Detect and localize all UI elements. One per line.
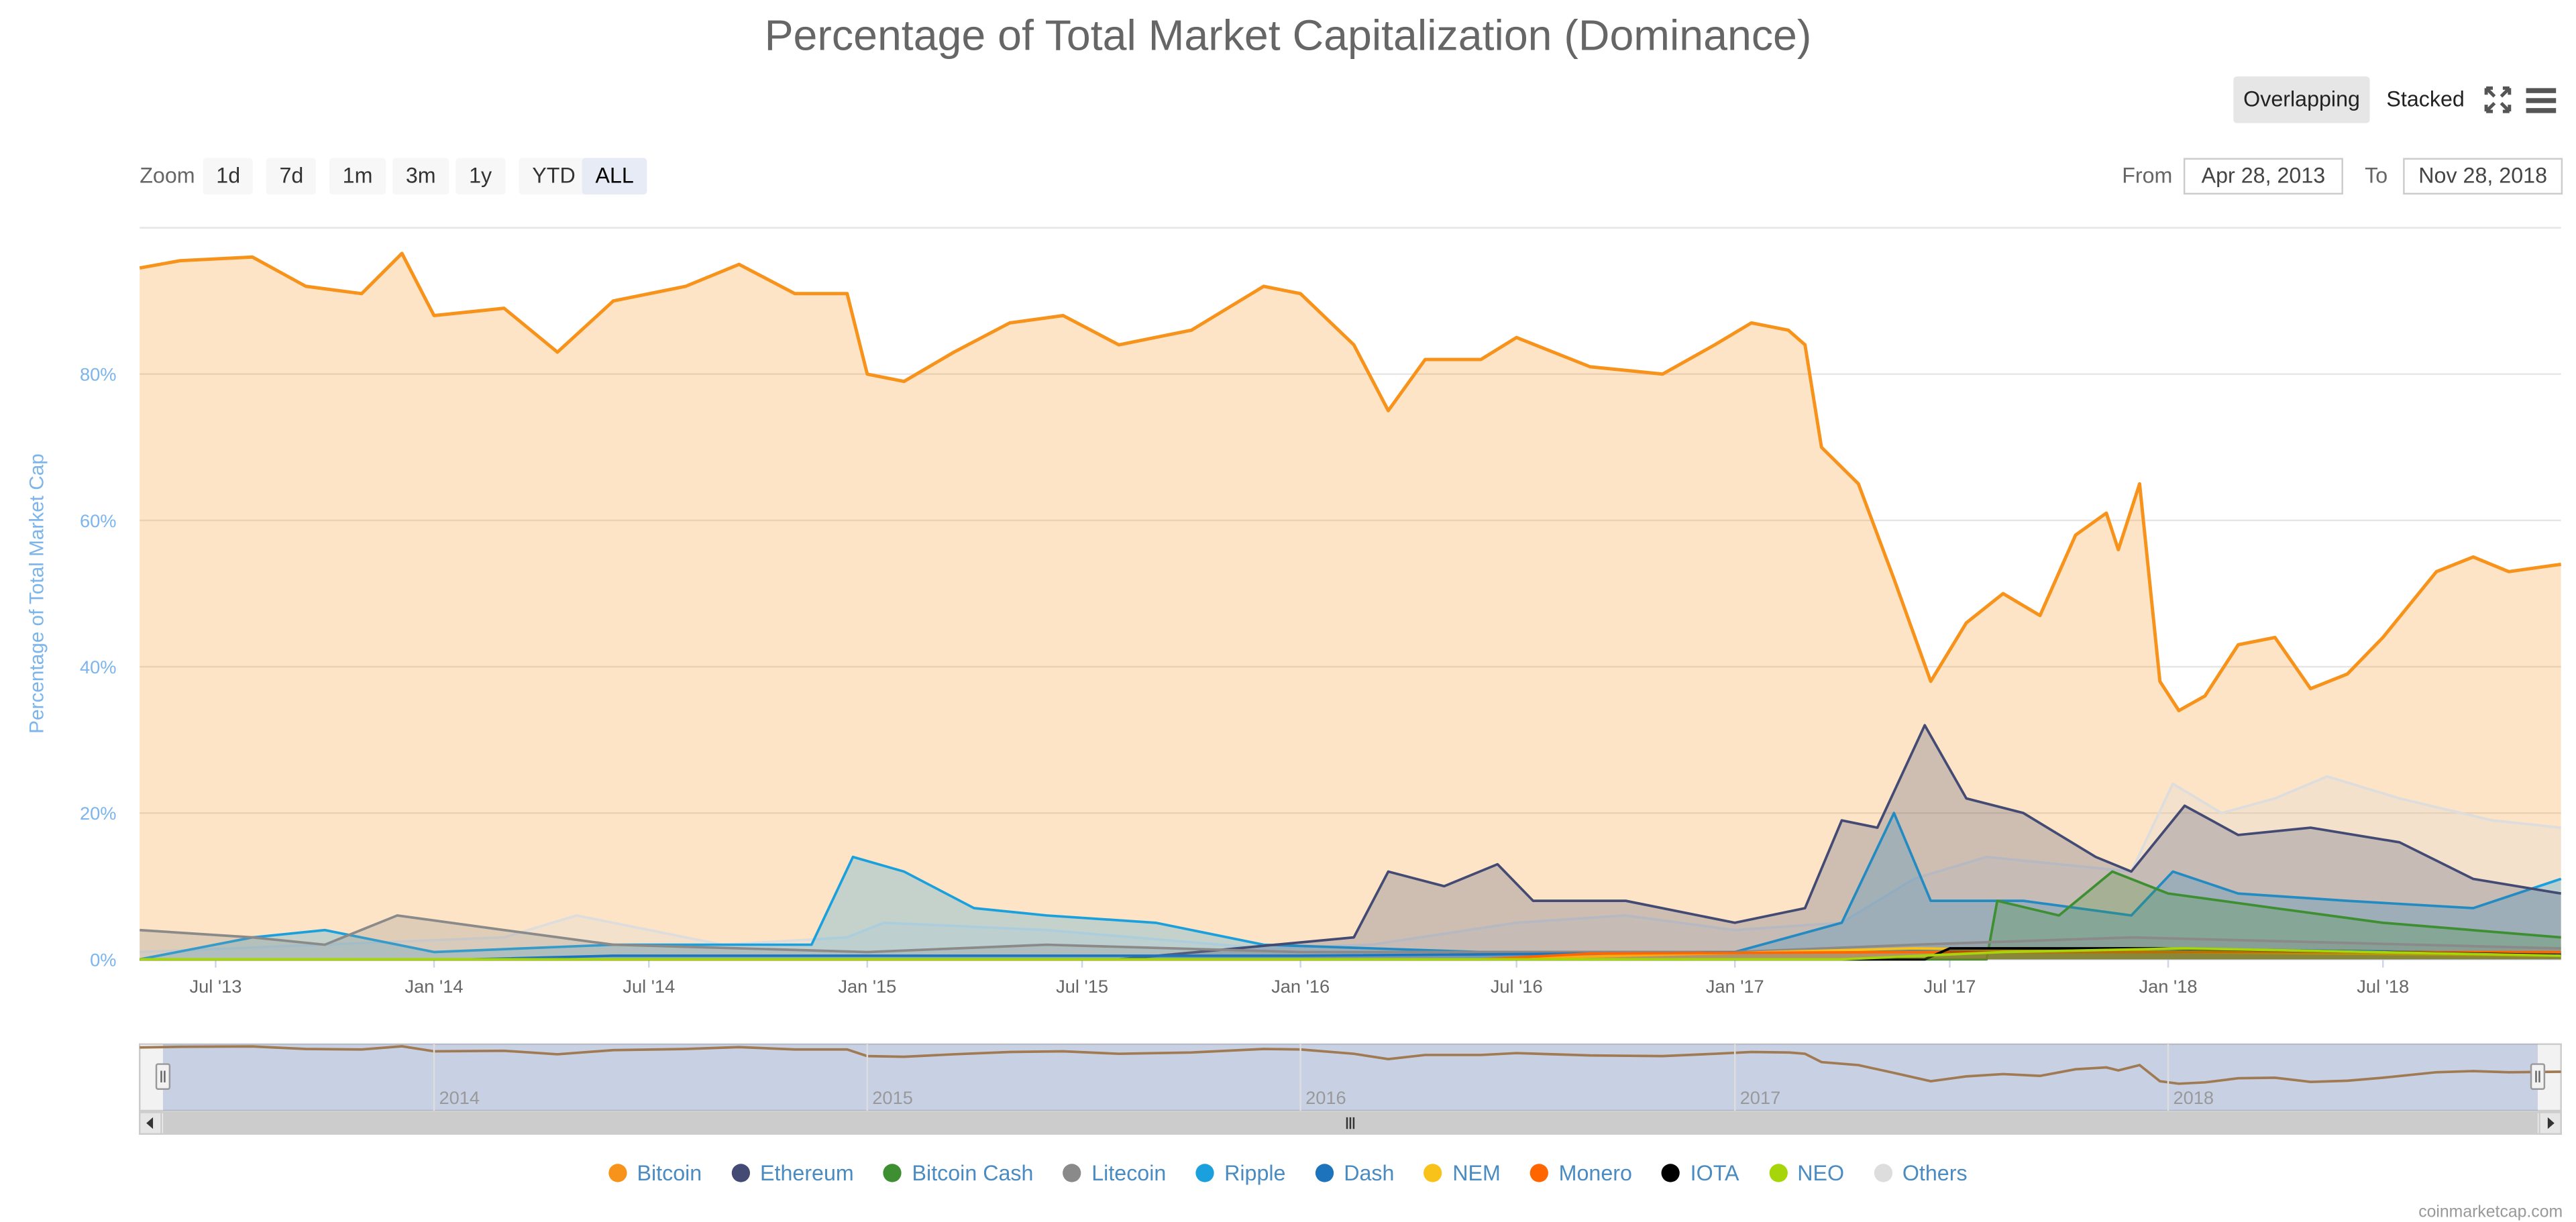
x-tick-label: Jul '16 — [1491, 976, 1543, 997]
chart-legend: Bitcoin Ethereum Bitcoin Cash Litecoin Rippl… — [0, 1160, 2576, 1190]
from-label: From — [2122, 162, 2173, 188]
legend-item-monero[interactable]: Monero — [1530, 1160, 1632, 1186]
legend-label: Dash — [1344, 1160, 1395, 1186]
x-tick-label: Jan '17 — [1706, 976, 1764, 997]
legend-label: Ripple — [1224, 1160, 1286, 1186]
arrow-right-icon — [2547, 1117, 2555, 1129]
zoom-button-3m[interactable]: 3m — [392, 158, 449, 195]
x-tick-label: Jul '18 — [2357, 976, 2409, 997]
series-line-others[interactable] — [140, 775, 2561, 954]
legend-item-ripple[interactable]: Ripple — [1195, 1160, 1286, 1186]
navigator-year-label: 2018 — [2173, 1087, 2214, 1108]
series-area-bitcoin — [140, 253, 2561, 960]
y-tick-label: 80% — [80, 364, 117, 385]
legend-label: Ethereum — [760, 1160, 854, 1186]
legend-label: NEO — [1797, 1160, 1845, 1186]
legend-label: NEM — [1452, 1160, 1501, 1186]
x-tick-label: Jul '13 — [190, 976, 242, 997]
zoom-button-ytd[interactable]: YTD — [519, 158, 589, 195]
legend-label: Others — [1902, 1160, 1968, 1186]
chart-title: Percentage of Total Market Capitalizatio… — [764, 9, 1812, 60]
legend-label: IOTA — [1690, 1160, 1739, 1186]
legend-marker-icon — [1769, 1164, 1788, 1182]
x-tick-label: Jan '18 — [2139, 976, 2197, 997]
legend-marker-icon — [1316, 1164, 1334, 1182]
x-tick-label: Jul '17 — [1923, 976, 1976, 997]
series-area-ripple — [140, 813, 2561, 960]
zoom-button-7d[interactable]: 7d — [266, 158, 317, 195]
legend-label: Bitcoin Cash — [912, 1160, 1034, 1186]
x-tick-label: Jan '16 — [1271, 976, 1330, 997]
navigator-left-handle[interactable] — [155, 1063, 171, 1090]
series-area-neo — [140, 948, 2561, 960]
fullscreen-icon[interactable] — [2478, 80, 2518, 119]
overlapping-button[interactable]: Overlapping — [2233, 76, 2370, 123]
legend-item-litecoin[interactable]: Litecoin — [1063, 1160, 1167, 1186]
series-line-bitcoin[interactable] — [139, 252, 2562, 713]
legend-marker-icon — [883, 1164, 902, 1182]
x-tick-label: Jul '15 — [1056, 976, 1108, 997]
legend-item-bitcoin-cash[interactable]: Bitcoin Cash — [883, 1160, 1034, 1186]
zoom-button-all[interactable]: ALL — [582, 158, 647, 195]
series-line-ethereum[interactable] — [140, 724, 2561, 961]
y-axis-title: Percentage of Total Market Cap — [25, 453, 48, 734]
from-date-input[interactable]: Apr 28, 2013 — [2183, 158, 2343, 195]
legend-item-iota[interactable]: IOTA — [1662, 1160, 1739, 1186]
zoom-button-1d[interactable]: 1d — [203, 158, 254, 195]
zoom-button-1y[interactable]: 1y — [455, 158, 505, 195]
y-tick-label: 0% — [90, 949, 116, 970]
legend-label: Litecoin — [1091, 1160, 1167, 1186]
legend-marker-icon — [1530, 1164, 1549, 1182]
to-date-input[interactable]: Nov 28, 2018 — [2403, 158, 2563, 195]
navigator-year-label: 2015 — [872, 1087, 913, 1108]
x-tick-label: Jan '14 — [405, 976, 464, 997]
legend-marker-icon — [1662, 1164, 1680, 1182]
legend-item-dash[interactable]: Dash — [1316, 1160, 1395, 1186]
legend-item-bitcoin[interactable]: Bitcoin — [608, 1160, 702, 1186]
series-line-neo[interactable] — [140, 947, 2561, 961]
series-line-bitcoin-cash[interactable] — [140, 870, 2561, 961]
zoom-label: Zoom — [140, 162, 195, 188]
hamburger-menu-icon[interactable] — [2521, 80, 2561, 119]
navigator-year-label: 2014 — [439, 1087, 480, 1108]
legend-item-nem[interactable]: NEM — [1424, 1160, 1501, 1186]
dominance-chart: 0% 20% 40% 60% 80% Percentage of Total Market… — [25, 227, 2562, 1135]
navigator-year-label: 2016 — [1305, 1087, 1346, 1108]
x-tick-label: Jan '15 — [838, 976, 896, 997]
series-line-ripple[interactable] — [139, 812, 2562, 961]
navigator-background — [138, 1043, 2562, 1112]
legend-marker-icon — [1195, 1164, 1215, 1182]
legend-marker-icon — [1874, 1164, 1892, 1182]
legend-item-neo[interactable]: NEO — [1769, 1160, 1845, 1186]
credit-link[interactable]: coinmarketcap.com — [2418, 1203, 2563, 1222]
legend-marker-icon — [1063, 1164, 1082, 1182]
series-area-iota — [140, 948, 2561, 960]
navigator-right-handle[interactable] — [2530, 1063, 2546, 1090]
stacked-button[interactable]: Stacked — [2386, 86, 2465, 112]
legend-item-ethereum[interactable]: Ethereum — [731, 1160, 854, 1186]
y-tick-label: 60% — [80, 510, 117, 531]
legend-item-others[interactable]: Others — [1874, 1160, 1968, 1186]
series-line-litecoin[interactable] — [140, 914, 2561, 954]
y-tick-label: 40% — [80, 657, 117, 677]
legend-label: Bitcoin — [637, 1160, 702, 1186]
y-tick-label: 20% — [80, 803, 117, 824]
arrow-left-icon — [146, 1117, 154, 1129]
legend-marker-icon — [1424, 1164, 1443, 1182]
series-area-others — [140, 776, 2561, 960]
legend-label: Monero — [1558, 1160, 1632, 1186]
series-area-ethereum — [140, 725, 2561, 960]
navigator-series-line — [140, 1045, 2561, 1085]
navigator-year-label: 2017 — [1740, 1087, 1781, 1108]
to-label: To — [2365, 162, 2388, 188]
zoom-button-1m[interactable]: 1m — [329, 158, 386, 195]
legend-marker-icon — [731, 1164, 751, 1182]
x-tick-label: Jul '14 — [623, 976, 675, 997]
legend-marker-icon — [608, 1164, 627, 1182]
